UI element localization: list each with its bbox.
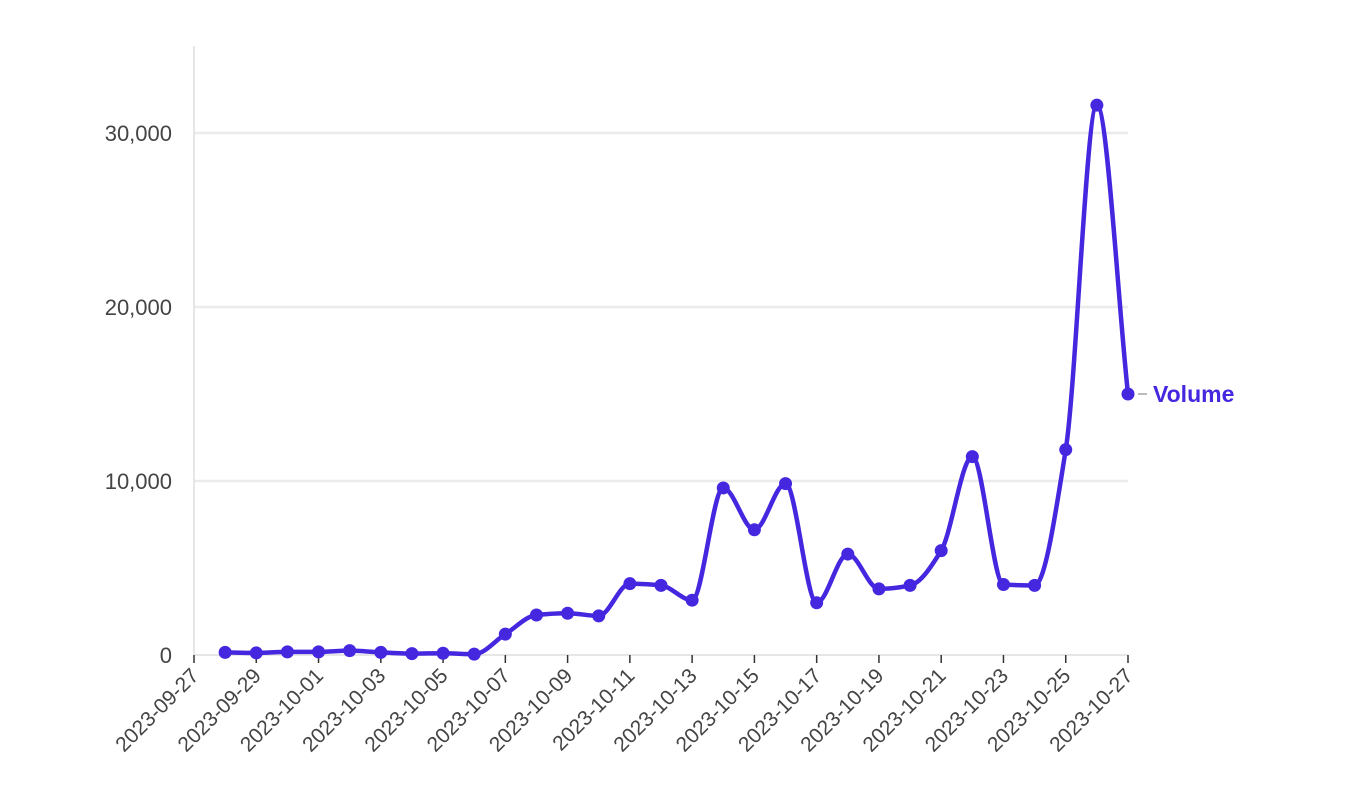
data-point xyxy=(965,450,979,464)
data-point xyxy=(529,608,543,622)
data-point xyxy=(280,645,294,659)
data-point xyxy=(249,646,263,660)
data-point xyxy=(903,578,917,592)
data-point xyxy=(934,544,948,558)
series-lines xyxy=(222,102,1131,657)
y-tick-label: 30,000 xyxy=(105,121,172,146)
data-point xyxy=(716,481,730,495)
data-point xyxy=(405,647,419,661)
data-point xyxy=(1059,443,1073,457)
y-tick-label: 10,000 xyxy=(105,469,172,494)
data-point xyxy=(810,596,824,610)
series-labels: Volume xyxy=(1138,381,1234,407)
data-point xyxy=(218,645,232,659)
data-point xyxy=(685,593,699,607)
data-point xyxy=(436,646,450,660)
data-point xyxy=(654,578,668,592)
series-line xyxy=(222,102,1131,657)
data-point xyxy=(561,606,575,620)
data-point xyxy=(498,627,512,641)
data-point xyxy=(374,645,388,659)
series-label-volume: Volume xyxy=(1153,381,1234,407)
data-point xyxy=(467,647,481,661)
y-tick-label: 20,000 xyxy=(105,295,172,320)
data-point xyxy=(592,609,606,623)
data-point xyxy=(841,547,855,561)
data-point xyxy=(872,582,886,596)
data-point xyxy=(343,644,357,658)
y-tick-label: 0 xyxy=(160,643,172,668)
data-point xyxy=(747,523,761,537)
data-point xyxy=(996,578,1010,592)
data-point xyxy=(1121,387,1135,401)
data-point xyxy=(623,577,637,591)
data-point xyxy=(1028,578,1042,592)
gridlines xyxy=(194,131,1128,483)
data-point xyxy=(779,477,793,491)
data-points xyxy=(218,98,1135,661)
data-point xyxy=(312,645,326,659)
data-point xyxy=(1090,98,1104,112)
